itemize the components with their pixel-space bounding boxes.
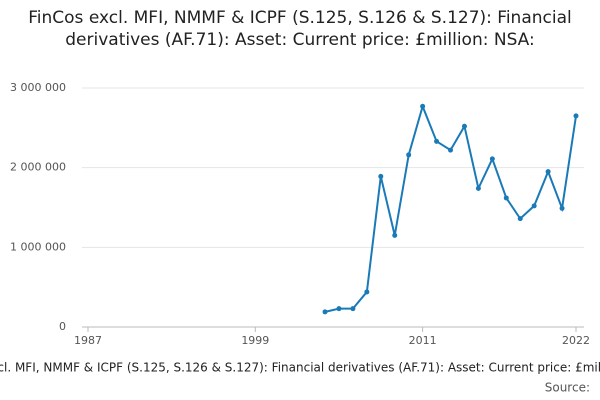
data-point — [531, 203, 537, 209]
data-point — [489, 156, 495, 162]
chart-title: FinCos excl. MFI, NMMF & ICPF (S.125, S.… — [28, 8, 572, 50]
data-point — [406, 152, 412, 158]
data-point — [448, 147, 454, 153]
y-tick-label: 0 — [59, 320, 66, 333]
source-label: Source: — [545, 381, 590, 395]
data-point — [420, 103, 426, 109]
y-tick-label: 3 000 000 — [10, 81, 66, 94]
data-point — [559, 205, 565, 211]
x-axis-label: FinCos excl. MFI, NMMF & ICPF (S.125, S.… — [0, 361, 600, 375]
x-tick-label: 1987 — [74, 334, 102, 347]
data-point — [364, 289, 370, 295]
x-tick-label: 2011 — [409, 334, 437, 347]
data-point — [573, 113, 579, 119]
x-tick-label: 2022 — [562, 334, 590, 347]
y-tick-label: 2 000 000 — [10, 161, 66, 174]
series-line — [324, 103, 577, 313]
data-point — [461, 123, 467, 129]
data-point — [322, 309, 328, 315]
data-point — [545, 169, 551, 175]
data-point — [517, 216, 523, 222]
y-tick-label: 1 000 000 — [10, 240, 66, 253]
data-point — [392, 232, 398, 238]
data-point — [434, 138, 440, 144]
data-point — [503, 195, 509, 201]
data-point — [378, 173, 384, 179]
data-point — [475, 185, 481, 191]
data-point — [336, 306, 342, 312]
data-point — [350, 306, 356, 312]
x-tick-label: 1999 — [241, 334, 269, 347]
